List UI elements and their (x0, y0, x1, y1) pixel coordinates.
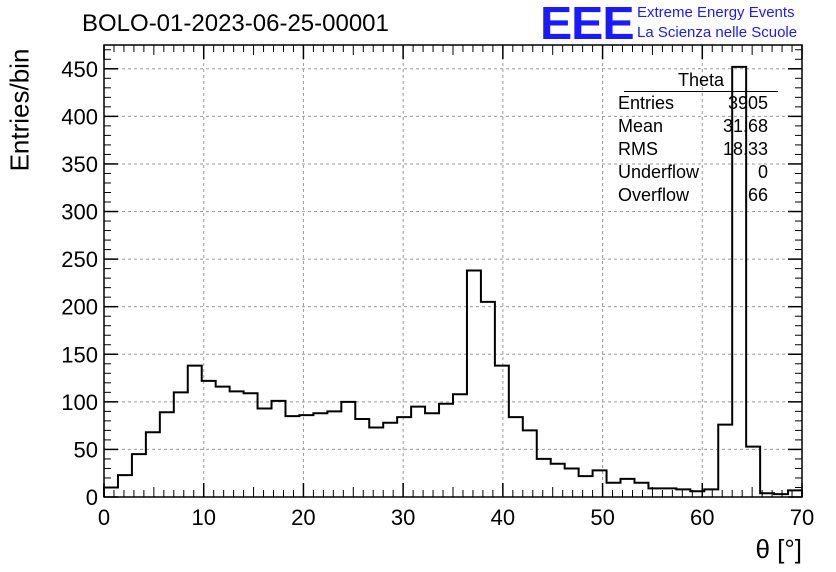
histogram-bin (397, 417, 411, 497)
stats-label: Underflow (618, 162, 700, 182)
y-tick-label: 150 (61, 342, 98, 367)
y-tick-label: 50 (74, 437, 98, 462)
histogram-bin (537, 459, 551, 497)
histogram-bars (103, 65, 803, 497)
y-tick-label: 250 (61, 247, 98, 272)
logo-line-1: Extreme Energy Events (637, 4, 795, 21)
histogram-bin (662, 488, 676, 497)
y-tick-label: 450 (61, 57, 98, 82)
histogram-bin (481, 302, 495, 497)
histogram-bin (453, 394, 467, 497)
histogram-bin (369, 428, 383, 497)
histogram-bin (299, 415, 313, 497)
histogram-bin (327, 411, 341, 497)
y-tick-label: 0 (86, 485, 98, 510)
axis-ticks (103, 45, 803, 498)
histogram-bin (467, 271, 481, 497)
histogram-bin (607, 483, 621, 497)
x-tick-label: 20 (291, 505, 315, 530)
histogram-outline (103, 65, 803, 497)
histogram-bin (634, 483, 648, 497)
stats-label: Entries (618, 93, 675, 113)
histogram-bin (411, 407, 425, 497)
stats-row: Mean 31.68 (610, 115, 778, 138)
histogram-bin (523, 430, 537, 497)
histogram-bin (383, 423, 397, 497)
stats-row: Overflow 66 (610, 184, 778, 207)
histogram-bin (648, 488, 662, 497)
histogram-bin (230, 391, 244, 497)
histogram-bin (509, 417, 523, 497)
y-tick-label: 400 (61, 104, 98, 129)
tick-labels: 0 10 20 30 40 50 60 70 0 50 100 150 200 250 300 350 400 4… (61, 57, 814, 530)
stats-row: Entries 3905 (610, 92, 778, 115)
y-tick-label: 100 (61, 390, 98, 415)
x-tick-label: 10 (191, 505, 215, 530)
x-axis-label: θ [°] (755, 534, 802, 564)
histogram-bin (244, 393, 258, 497)
x-tick-label: 40 (491, 505, 515, 530)
histogram-bin (676, 489, 690, 497)
stats-value: 66 (747, 185, 768, 205)
histogram-bin (718, 425, 732, 497)
logo-line-2: La Scienza nelle Scuole (637, 24, 798, 41)
histogram-bin (425, 413, 439, 497)
histogram-bin (285, 416, 299, 497)
histogram-bin (188, 366, 202, 497)
x-tick-label: 60 (690, 505, 714, 530)
histogram-bin (258, 409, 272, 497)
stats-label: Mean (618, 116, 664, 136)
x-tick-label: 30 (391, 505, 415, 530)
histogram-bin (593, 470, 607, 497)
histogram-bin (746, 447, 760, 497)
y-tick-label: 200 (61, 295, 98, 320)
x-tick-label: 70 (790, 505, 814, 530)
x-tick-label: 0 (98, 505, 110, 530)
histogram-bin (146, 432, 160, 497)
histogram-bin (495, 366, 509, 497)
histogram-bin (565, 468, 579, 497)
stats-label: Overflow (618, 185, 690, 205)
run-title: BOLO-01-2023-06-25-00001 (82, 10, 389, 37)
histogram-bin (313, 413, 327, 497)
stats-row: Underflow 0 (610, 161, 778, 184)
histogram-bin (174, 392, 188, 497)
histogram-bin (439, 404, 453, 497)
y-tick-label: 300 (61, 200, 98, 225)
x-tick-label: 50 (590, 505, 614, 530)
stats-value: 31.68 (722, 116, 768, 136)
histogram-bin (118, 475, 132, 497)
stats-value: 0 (757, 162, 768, 182)
stats-row: RMS 18.33 (610, 138, 778, 161)
stats-title: Theta (624, 70, 778, 92)
histogram-bin (579, 476, 593, 497)
y-axis-label: Entries/bin (4, 48, 35, 172)
stats-box: Theta Entries 3905 Mean 31.68 RMS 18.33 … (610, 70, 778, 207)
histogram-bin (104, 487, 118, 497)
logo-mark: EEE (540, 0, 635, 49)
stats-value: 3905 (727, 93, 768, 113)
histogram-bin (341, 402, 355, 497)
histogram-bin (216, 387, 230, 497)
y-tick-label: 350 (61, 152, 98, 177)
histogram-bin (355, 419, 369, 497)
stats-value: 18.33 (722, 139, 768, 159)
histogram-bin (160, 412, 174, 497)
stats-label: RMS (618, 139, 658, 159)
histogram-bin (704, 489, 718, 497)
